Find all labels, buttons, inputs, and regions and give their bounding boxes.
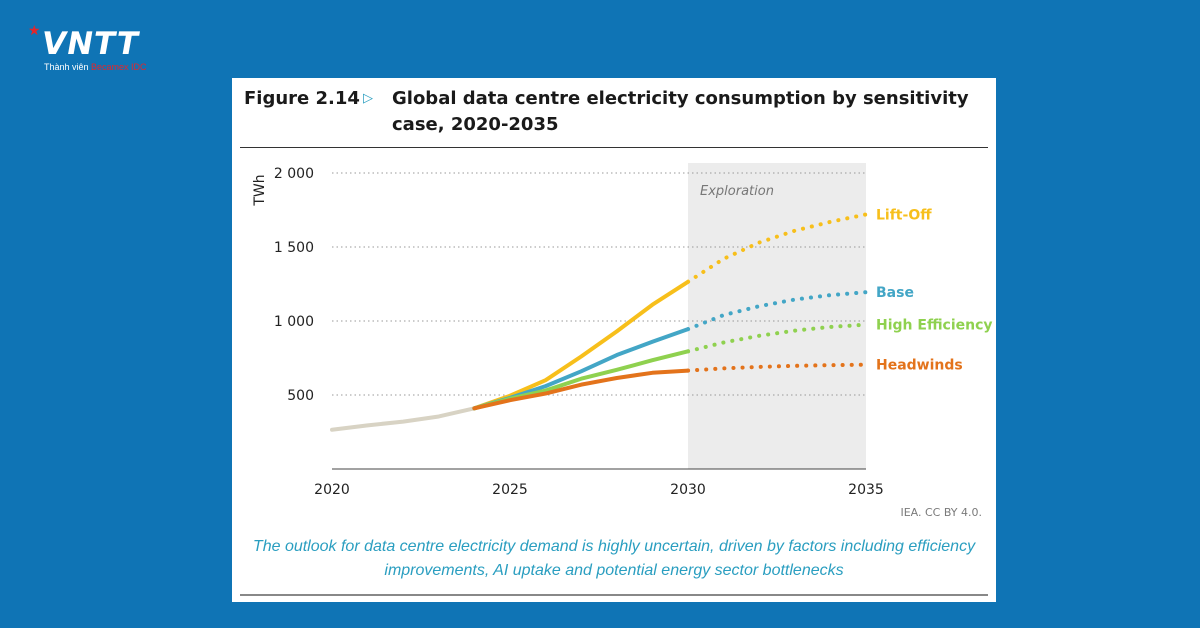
- x-tick-label: 2035: [848, 482, 884, 498]
- line-chart: Exploration TWh 500 1 000 1 500 2 000 2020 2…: [252, 163, 993, 498]
- series-label-high-efficiency: High Efficiency: [876, 318, 993, 334]
- title-divider: [240, 147, 988, 148]
- series-line-headwinds: [472, 368, 690, 411]
- series-line-lift-off: [472, 279, 690, 411]
- figure-number: Figure 2.14: [244, 88, 360, 109]
- x-tick-label: 2025: [492, 482, 528, 498]
- logo-wordmark: VNTT: [38, 26, 143, 62]
- y-tick-label: 2 000: [274, 166, 314, 182]
- y-tick-label: 500: [287, 388, 314, 404]
- y-axis-label: TWh: [252, 174, 268, 206]
- figure-caption: The outlook for data centre electricity …: [252, 538, 976, 579]
- logo-subtitle-prefix: Thành viên: [44, 62, 92, 72]
- y-tick-label: 1 500: [274, 240, 314, 256]
- logo-subtitle: Thành viên Becamex IDC: [44, 62, 147, 72]
- exploration-region: [688, 163, 866, 469]
- logo-subtitle-brand: Becamex IDC: [91, 62, 147, 72]
- series-label-lift-off: Lift-Off: [876, 207, 932, 223]
- source-credit: IEA. CC BY 4.0.: [900, 506, 982, 519]
- figure-card: Figure 2.14 ▷ Global data centre electri…: [232, 78, 996, 602]
- figure-title: Global data centre electricity consumpti…: [392, 88, 969, 135]
- x-tick-label: 2020: [314, 482, 350, 498]
- exploration-label: Exploration: [700, 184, 774, 199]
- bottom-divider: [240, 594, 988, 596]
- red-star-icon: ★: [28, 22, 41, 38]
- play-arrow-icon: ▷: [363, 91, 373, 106]
- series-projection-lift-off: [686, 212, 868, 284]
- y-tick-label: 1 000: [274, 314, 314, 330]
- series-projection-headwinds: [686, 362, 868, 373]
- series-projection-high-efficiency: [686, 322, 868, 354]
- series-line-historical: [330, 406, 477, 432]
- series-label-headwinds: Headwinds: [876, 358, 963, 374]
- series-projection-base: [686, 290, 868, 332]
- x-tick-label: 2030: [670, 482, 706, 498]
- vntt-logo: ★ VNTT Thành viên Becamex IDC: [28, 22, 178, 74]
- series-label-base: Base: [876, 285, 914, 301]
